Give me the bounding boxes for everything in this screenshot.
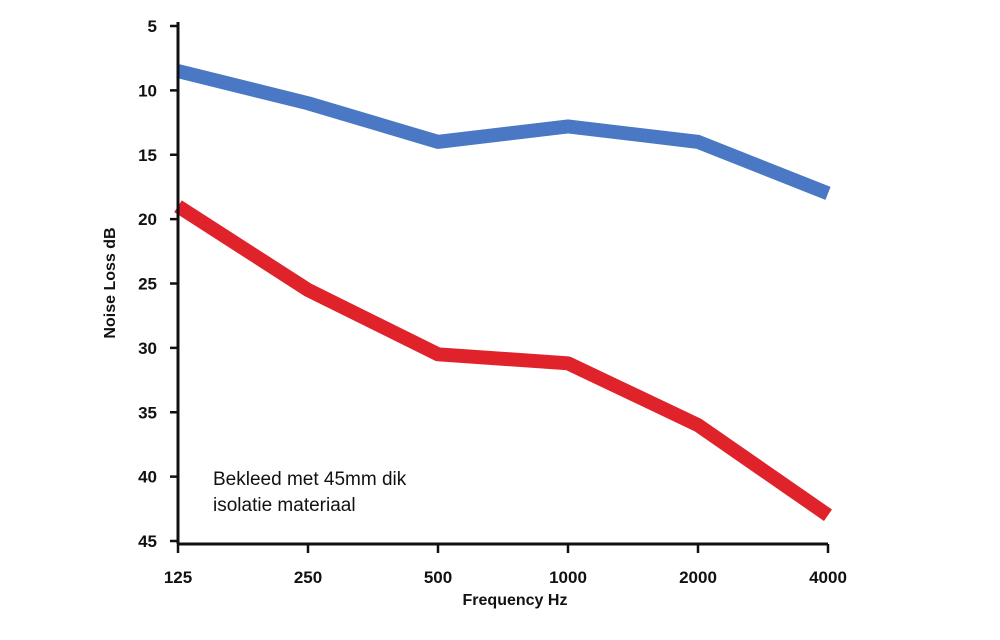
- annotation-line-1: Bekleed met 45mm dik: [213, 469, 407, 490]
- y-tick-label: 30: [138, 339, 157, 358]
- series-layer: [174, 64, 832, 522]
- y-tick-label: 10: [138, 81, 157, 100]
- x-tick-label: 1000: [549, 568, 587, 587]
- y-tick-label: 45: [138, 532, 157, 551]
- x-tick-label: 500: [424, 568, 452, 587]
- y-tick-label: 20: [138, 210, 157, 229]
- y-axis-title: Noise Loss dB: [102, 227, 119, 338]
- x-axis-title: Frequency Hz: [463, 592, 568, 609]
- y-tick-label: 40: [138, 468, 157, 487]
- x-tick-label: 4000: [809, 568, 847, 587]
- series-line-red: [174, 200, 832, 522]
- x-tick-label: 250: [294, 568, 322, 587]
- y-ticks: 5 10 15 20 25 30 35 40 45: [138, 17, 178, 551]
- series-line-blue: [176, 64, 831, 200]
- y-tick-label: 35: [138, 403, 157, 422]
- x-tick-label: 2000: [679, 568, 717, 587]
- x-tick-label: 125: [164, 568, 192, 587]
- y-tick-label: 5: [148, 17, 157, 36]
- y-tick-label: 15: [138, 146, 157, 165]
- y-tick-label: 25: [138, 275, 157, 294]
- annotation-line-2: isolatie materiaal: [213, 495, 356, 516]
- x-ticks: 125 250 500 1000 2000 4000: [164, 544, 847, 587]
